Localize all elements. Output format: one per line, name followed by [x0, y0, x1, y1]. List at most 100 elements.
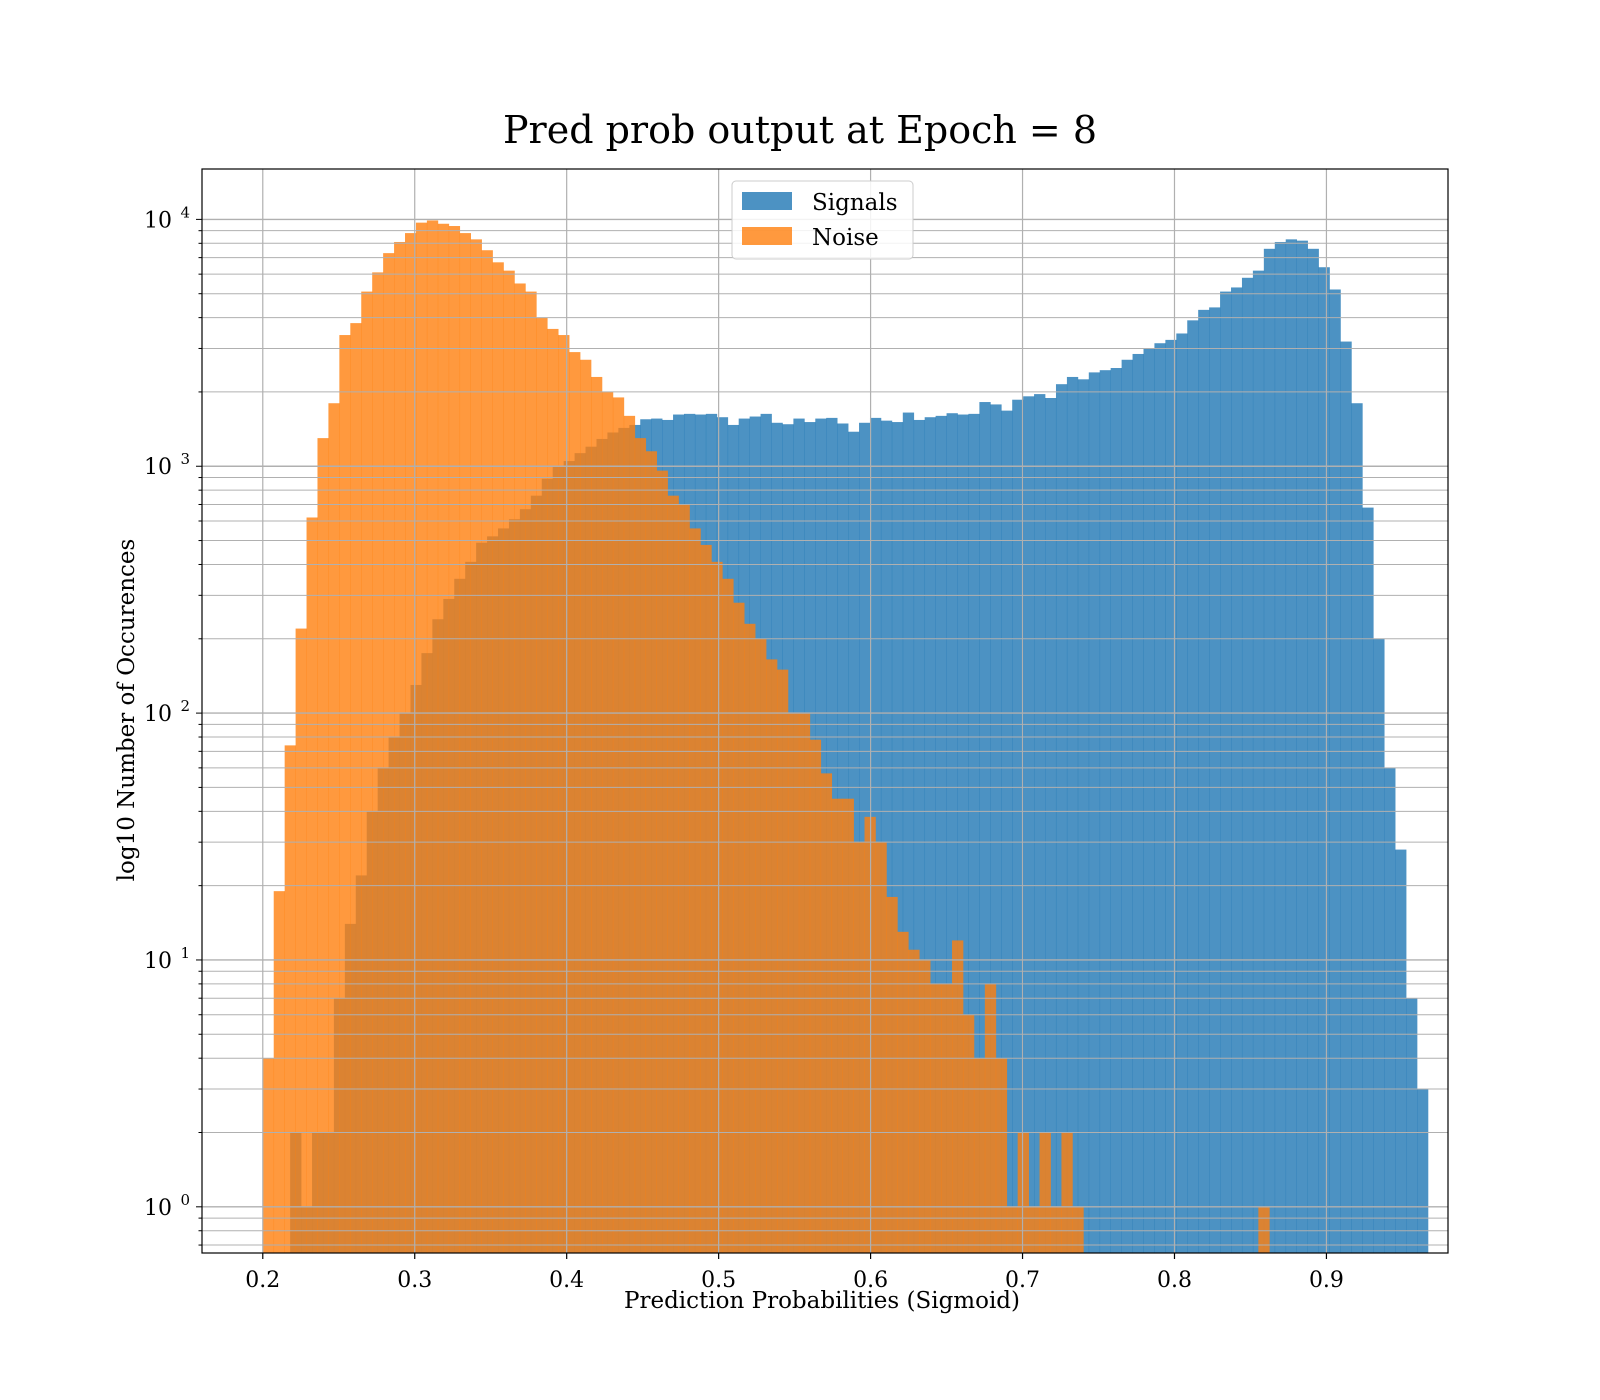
bar-signals [1055, 384, 1068, 1253]
bar-signals [1176, 333, 1188, 1254]
bar-noise [591, 376, 603, 1253]
bar-noise [437, 223, 450, 1253]
bar-noise [536, 317, 548, 1253]
bar-noise [995, 1058, 1008, 1253]
bar-signals [1395, 849, 1407, 1253]
bar-signals [1373, 638, 1385, 1253]
bar-signals [1274, 241, 1287, 1254]
bar-noise [733, 602, 745, 1253]
legend: Signals Noise [731, 180, 914, 260]
bar-noise [689, 528, 701, 1253]
bar-noise [558, 335, 570, 1253]
bar-noise [612, 397, 625, 1253]
bar-signals [1340, 341, 1352, 1253]
plot-frame [201, 168, 1449, 1254]
bar-noise [350, 323, 362, 1253]
bar-signals [1023, 396, 1035, 1253]
bar-signals [880, 420, 893, 1253]
bar-noise [569, 352, 581, 1254]
y-tick-label: 10 [144, 208, 172, 233]
bar-noise [448, 226, 461, 1253]
y-tick-exponent: 0 [180, 1191, 190, 1209]
bar-noise [962, 1014, 975, 1253]
bar-noise [820, 773, 833, 1253]
bar-signals [1143, 348, 1155, 1254]
bar-noise [744, 623, 756, 1253]
legend-label-signals: Signals [812, 190, 898, 216]
bar-signals [1241, 277, 1254, 1253]
bar-signals [1034, 394, 1046, 1254]
bar-signals [1121, 359, 1133, 1253]
bar-noise [547, 328, 559, 1253]
y-tick-label: 10 [144, 949, 172, 974]
bar-noise [1061, 1132, 1073, 1253]
bar-noise [405, 233, 417, 1254]
bar-signals [990, 404, 1002, 1253]
x-tick-label: 0.6 [853, 1268, 888, 1293]
bar-noise [492, 262, 504, 1253]
bar-noise [1050, 1206, 1062, 1253]
bar-noise [798, 713, 811, 1253]
bar-signals [1362, 507, 1374, 1254]
bar-noise [656, 470, 668, 1253]
bar-noise [1006, 1206, 1019, 1253]
bar-signals [1417, 1089, 1429, 1253]
bar-noise [273, 891, 286, 1253]
y-tick-exponent: 4 [180, 203, 190, 221]
bar-signals [1110, 368, 1122, 1253]
y-axis-label: log10 Number of Occurences [114, 539, 140, 882]
bar-noise [601, 391, 614, 1253]
y-tick-label: 10 [144, 455, 172, 480]
bar-signals [1209, 307, 1221, 1253]
bar-noise [678, 504, 690, 1254]
bar-noise [973, 1058, 986, 1253]
bar-noise [525, 291, 537, 1254]
bar-noise [667, 495, 679, 1253]
legend-label-noise: Noise [812, 225, 879, 251]
bar-noise [886, 896, 898, 1253]
bar-noise [372, 272, 384, 1253]
bar-signals [902, 412, 915, 1253]
bar-signals [1220, 291, 1232, 1254]
bar-signals [1406, 998, 1418, 1253]
bar-noise [809, 739, 822, 1253]
x-axis-label: Prediction Probabilities (Sigmoid) [624, 1288, 1020, 1314]
bar-signals [1088, 372, 1101, 1253]
bars-layer [262, 220, 1429, 1254]
bar-noise [952, 940, 964, 1253]
y-tick-label: 10 [144, 702, 172, 727]
bar-signals [1198, 309, 1210, 1253]
bar-noise [1017, 1132, 1029, 1253]
axes-layer: 0.2 0.3 0.4 0.5 0.6 0.7 0.8 0.9 10 0 10 1 10 2 10 3 10 4 [144, 168, 1449, 1293]
series-noise [262, 220, 1270, 1254]
bar-signals [1351, 403, 1363, 1254]
bar-signals [968, 413, 980, 1253]
bar-noise [700, 544, 712, 1253]
bar-noise [930, 983, 942, 1253]
bar-noise [580, 359, 592, 1253]
bar-signals [946, 413, 958, 1254]
bar-noise [262, 1058, 275, 1253]
bar-noise [1072, 1206, 1084, 1253]
bar-noise [787, 713, 800, 1253]
bar-noise [941, 983, 953, 1253]
y-tick-exponent: 2 [180, 697, 190, 715]
bar-signals [1329, 289, 1341, 1253]
bar-noise [295, 628, 307, 1253]
bar-noise [383, 253, 395, 1253]
bar-noise [853, 842, 865, 1253]
bar-noise [645, 451, 657, 1253]
bar-noise [897, 931, 909, 1253]
bar-noise [623, 415, 636, 1253]
bar-noise [711, 561, 723, 1253]
bar-noise [776, 669, 789, 1253]
bar-noise [908, 949, 920, 1253]
bar-noise [831, 798, 843, 1253]
bar-signals [1077, 379, 1090, 1253]
bar-signals [957, 414, 969, 1253]
bar-noise [503, 270, 515, 1253]
y-tick-label: 10 [144, 1196, 172, 1221]
bar-signals [1187, 320, 1199, 1254]
bar-noise [842, 798, 854, 1253]
